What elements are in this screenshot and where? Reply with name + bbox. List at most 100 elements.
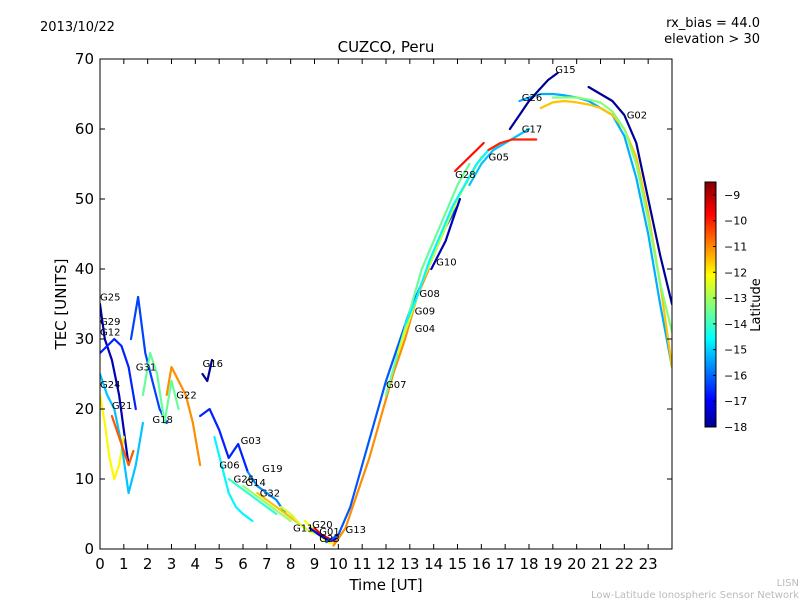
x-axis: 0 1 2 3 4 5 6 7 8 9 10 11 12 13 14 15 16 17 18 19 20 21 22 23 xyxy=(95,59,658,573)
y-tick-label: 40 xyxy=(75,260,94,278)
y-tick-label: 50 xyxy=(75,190,94,208)
y-tick-label: 0 xyxy=(84,540,94,558)
y-tick-label: 20 xyxy=(75,400,94,418)
y-axis: 0 10 20 30 40 50 60 70 xyxy=(75,50,672,558)
colorbar-tick-label: −9 xyxy=(724,189,740,202)
date-label: 2013/10/22 xyxy=(40,20,115,35)
x-tick-label: 0 xyxy=(95,555,105,573)
series-G22 xyxy=(165,365,202,467)
elevation-label: elevation > 30 xyxy=(664,32,760,47)
series-layer xyxy=(100,71,672,547)
series-G17 xyxy=(487,138,538,152)
series-G26 xyxy=(227,477,278,516)
y-tick-label: 30 xyxy=(75,330,94,348)
series-label-G15: G15 xyxy=(555,65,575,76)
colorbar-tick-label: −10 xyxy=(724,215,747,228)
series-G15 xyxy=(508,71,559,131)
series-G18 xyxy=(141,351,180,425)
y-tick-label: 60 xyxy=(75,120,94,138)
series-label-G25: G25 xyxy=(100,293,120,304)
series-label-G24: G24 xyxy=(100,380,120,391)
x-tick-label: 1 xyxy=(119,555,129,573)
series-label-G28: G28 xyxy=(455,170,475,181)
colorbar-tick-label: −16 xyxy=(724,369,747,382)
colorbar-ticks: −9 −10 −11 −12 −13 −14 −15 −16 −17 −18 xyxy=(713,189,747,434)
x-tick-label: 11 xyxy=(353,555,372,573)
series-G03 xyxy=(199,407,249,474)
series-label-G09: G09 xyxy=(415,307,435,318)
x-tick-label: 8 xyxy=(286,555,296,573)
colorbar-tick-label: −13 xyxy=(724,292,747,305)
x-tick-label: 19 xyxy=(543,555,562,573)
series-label-G03: G03 xyxy=(241,436,261,447)
series-label-G29: G29 xyxy=(100,317,120,328)
series-label-G16: G16 xyxy=(203,359,223,370)
rx-bias-label: rx_bias = 44.0 xyxy=(666,16,760,31)
series-G23b xyxy=(587,85,672,306)
series-label-G26: G26 xyxy=(234,475,254,486)
series-label-G17: G17 xyxy=(522,125,542,136)
x-axis-label: Time [UT] xyxy=(348,576,422,594)
x-tick-label: 23 xyxy=(639,555,658,573)
x-tick-label: 21 xyxy=(591,555,610,573)
x-tick-label: 10 xyxy=(329,555,348,573)
chart-title: CUZCO, Peru xyxy=(338,38,435,56)
series-G31 xyxy=(129,295,168,425)
y-tick-label: 70 xyxy=(75,50,94,68)
series-label-G06: G06 xyxy=(219,461,239,472)
series-G10 xyxy=(430,197,461,271)
y-tick-label: 10 xyxy=(75,470,94,488)
x-tick-label: 17 xyxy=(496,555,515,573)
series-G29 xyxy=(100,393,125,481)
series-G11 xyxy=(280,505,321,537)
series-G06 xyxy=(213,435,254,523)
series-label-G10: G10 xyxy=(436,258,456,269)
x-tick-label: 4 xyxy=(191,555,201,573)
series-G02 xyxy=(539,99,672,369)
colorbar-tick-label: −14 xyxy=(724,318,747,331)
x-tick-label: 18 xyxy=(519,555,538,573)
series-label-G05: G05 xyxy=(489,153,509,164)
footer-org-long: Low-Latitude Ionospheric Sensor Network xyxy=(591,590,799,600)
x-tick-label: 16 xyxy=(472,555,491,573)
series-label-G19: G19 xyxy=(262,464,282,475)
series-label-G23: G23 xyxy=(319,534,339,545)
x-tick-label: 13 xyxy=(400,555,419,573)
series-G05 xyxy=(468,127,531,187)
series-label-G11: G11 xyxy=(293,524,313,535)
plot-frame xyxy=(99,58,673,550)
x-tick-label: 14 xyxy=(424,555,443,573)
series-label-G14: G14 xyxy=(245,478,265,489)
series-label-G21: G21 xyxy=(112,401,132,412)
x-tick-label: 6 xyxy=(238,555,248,573)
series-label-G31: G31 xyxy=(136,363,156,374)
series-G23 xyxy=(308,526,340,542)
colorbar-tick-label: −11 xyxy=(724,240,747,253)
series-G14 xyxy=(241,484,292,523)
colorbar-label: Latitude xyxy=(749,278,764,332)
series-label-G18: G18 xyxy=(152,415,172,426)
series-label-G20: G20 xyxy=(312,520,332,531)
series-G26b xyxy=(518,92,672,369)
x-tick-label: 3 xyxy=(167,555,177,573)
series-G08 xyxy=(404,148,490,327)
series-label-G32: G32 xyxy=(260,489,280,500)
x-tick-label: 9 xyxy=(310,555,320,573)
series-label-G02: G02 xyxy=(627,111,647,122)
colorbar-tick-label: −15 xyxy=(724,344,747,357)
colorbar-tick-label: −17 xyxy=(724,395,747,408)
colorbar-tick-label: −18 xyxy=(724,421,747,434)
x-tick-label: 12 xyxy=(376,555,395,573)
series-label-G12: G12 xyxy=(100,328,120,339)
series-G28 xyxy=(454,141,485,173)
footer-org-short: LISN xyxy=(777,578,799,589)
x-tick-label: 2 xyxy=(143,555,153,573)
x-tick-label: 7 xyxy=(262,555,272,573)
series-G25 xyxy=(100,302,130,467)
series-label-G13: G13 xyxy=(346,525,366,536)
colorbar xyxy=(704,181,717,428)
x-tick-label: 15 xyxy=(448,555,467,573)
series-label-G04: G04 xyxy=(415,324,435,335)
